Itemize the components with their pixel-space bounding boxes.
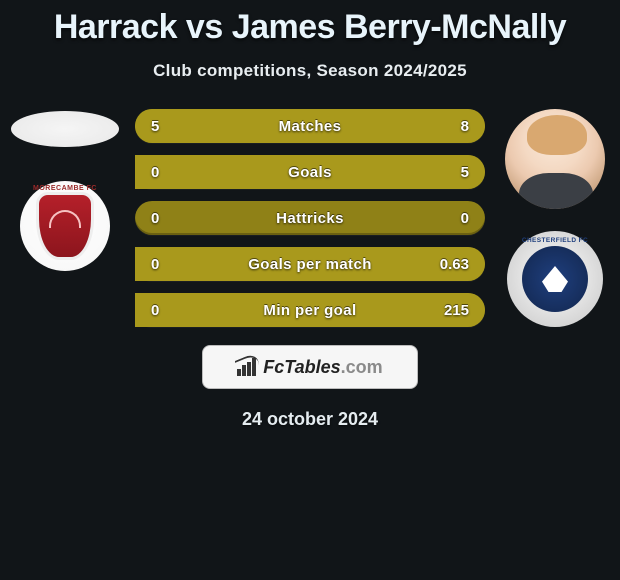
club-inner-icon (522, 246, 588, 312)
stat-bar-min-per-goal: 0 Min per goal 215 (135, 293, 485, 327)
stat-label: Min per goal (263, 302, 356, 319)
stat-value-right: 8 (461, 118, 469, 135)
stat-value-left: 0 (151, 164, 159, 181)
right-player-column: CHESTERFIELD FC (495, 109, 615, 327)
stat-value-right: 0 (461, 210, 469, 227)
stats-bars: 5 Matches 8 0 Goals 5 0 Hattricks 0 (135, 109, 485, 327)
source-logo: FcTables.com (202, 345, 418, 389)
bars-icon (237, 358, 257, 376)
stat-value-left: 0 (151, 302, 159, 319)
stat-label: Goals per match (248, 256, 372, 273)
brand-main: FcTables (263, 357, 340, 377)
stat-value-right: 5 (461, 164, 469, 181)
subtitle: Club competitions, Season 2024/2025 (0, 61, 620, 81)
brand-suffix: .com (341, 357, 383, 377)
left-club-ring-text: MORECAMBE FC (20, 185, 110, 192)
stat-value-left: 0 (151, 210, 159, 227)
shield-icon (36, 192, 94, 260)
left-player-column: MORECAMBE FC (5, 109, 125, 271)
page-title: Harrack vs James Berry-McNally (0, 8, 620, 47)
right-club-ring-text: CHESTERFIELD FC (507, 237, 603, 244)
stat-bar-goals-per-match: 0 Goals per match 0.63 (135, 247, 485, 281)
source-logo-text: FcTables.com (263, 357, 382, 378)
stat-bar-hattricks: 0 Hattricks 0 (135, 201, 485, 235)
stat-value-right: 215 (444, 302, 469, 319)
main-row: MORECAMBE FC 5 Matches 8 0 Goals 5 (0, 109, 620, 327)
left-player-avatar-placeholder (11, 111, 119, 147)
stat-value-right: 0.63 (440, 256, 469, 273)
stat-label: Goals (288, 164, 332, 181)
stat-label: Matches (279, 118, 342, 135)
stat-value-left: 0 (151, 256, 159, 273)
stat-value-left: 5 (151, 118, 159, 135)
date-label: 24 october 2024 (0, 409, 620, 430)
stat-bar-goals: 0 Goals 5 (135, 155, 485, 189)
right-player-avatar (505, 109, 605, 209)
comparison-card: Harrack vs James Berry-McNally Club comp… (0, 0, 620, 430)
right-club-badge: CHESTERFIELD FC (507, 231, 603, 327)
left-club-badge: MORECAMBE FC (20, 181, 110, 271)
stat-label: Hattricks (276, 210, 344, 227)
stat-bar-matches: 5 Matches 8 (135, 109, 485, 143)
